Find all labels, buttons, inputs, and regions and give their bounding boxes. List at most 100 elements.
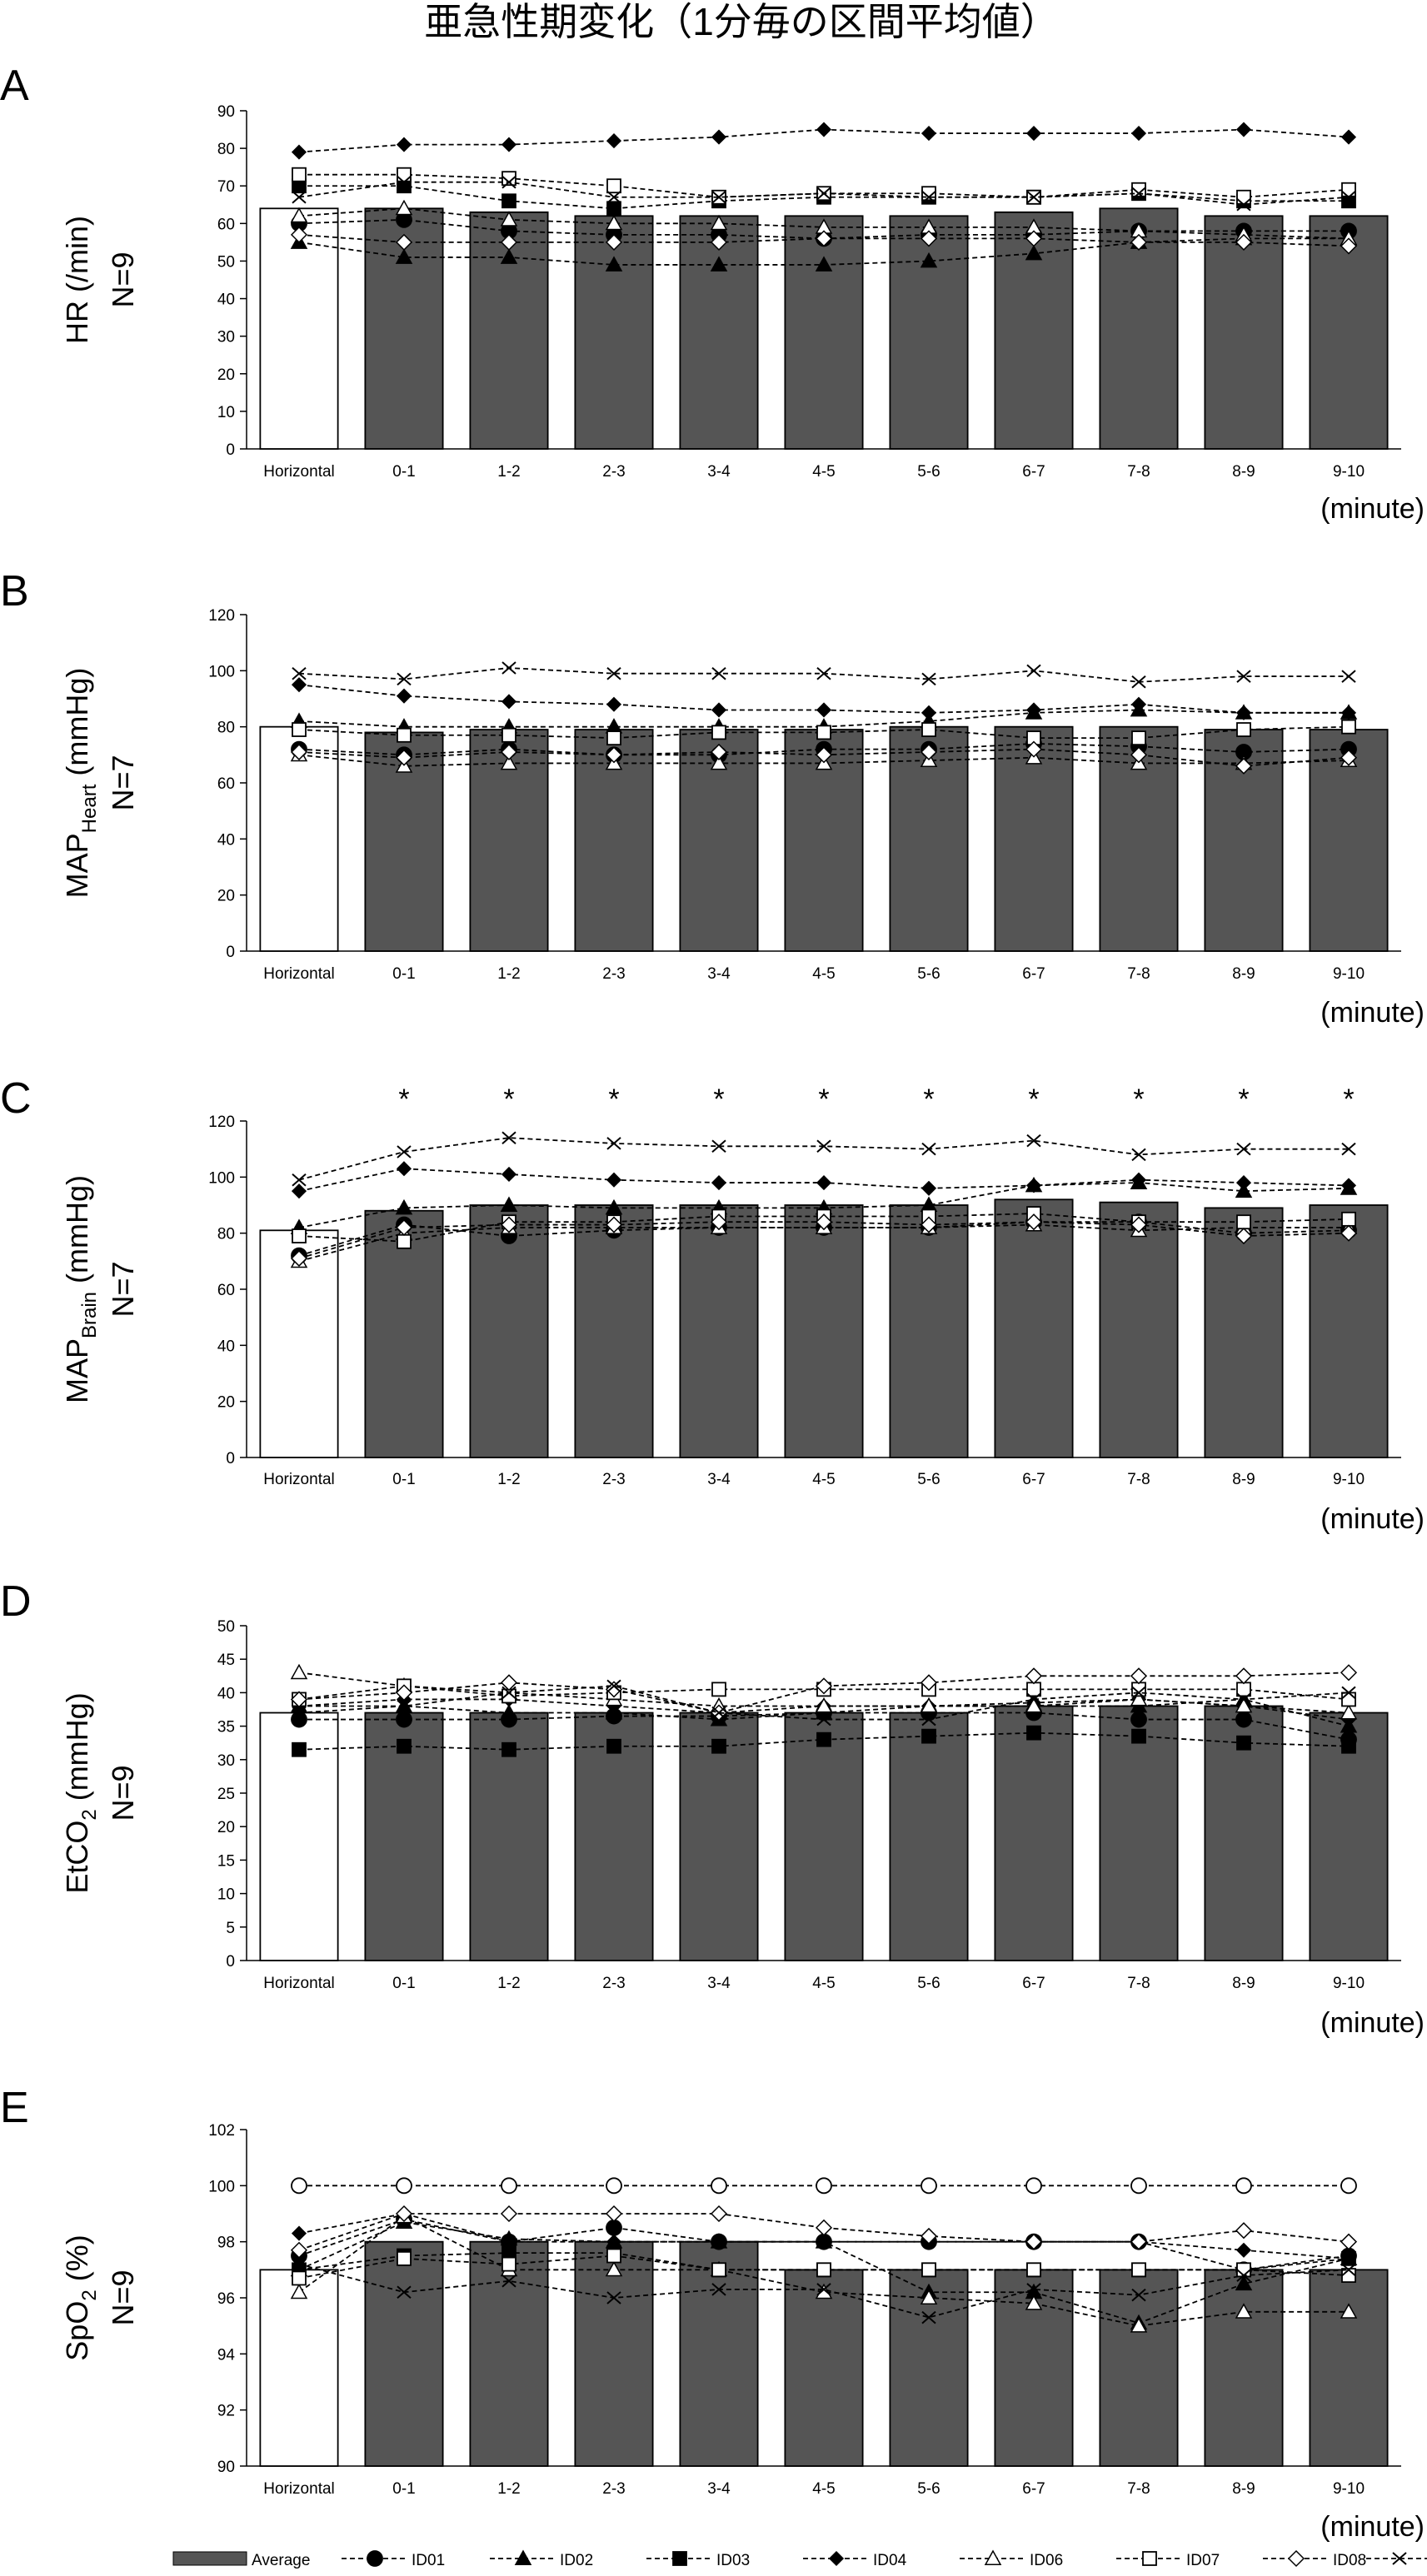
x-tick-label: 7-8 [1127,1975,1150,1992]
n-label: N=7 [106,1261,140,1317]
significance-star: * [713,1084,724,1115]
marker-id08 [710,1213,728,1231]
marker-id09 [1341,191,1356,204]
y-axis-title: MAPHeart (mmHg) [60,668,101,899]
marker-id09 [501,661,516,675]
marker-id09 [921,672,936,686]
panel-e: E 90 92 94 96 98 100 102 Horizontal 0-1 1-2 2-3 3-4 4… [0,2084,1425,2543]
y-tick-label: 94 [217,2346,236,2364]
marker-id06 [500,754,518,770]
marker-id07 [1142,2551,1157,2566]
marker-id04 [501,137,517,152]
marker-id04 [606,696,622,712]
marker-id06 [605,214,623,231]
panel-d: D 0 5 10 15 20 25 30 35 40 45 50 Horizontal 0-1 1-2 2-3… [0,1577,1425,2039]
marker-id09 [1131,2288,1146,2302]
marker-id04 [828,2550,845,2567]
bar-average [574,1204,654,1458]
marker-id08 [290,2241,308,2259]
marker-id100 [711,2177,727,2195]
marker-id08 [1235,1667,1253,1685]
marker-id08 [1340,1224,1358,1242]
y-tick-label: 98 [217,2235,235,2252]
bar-average [784,215,864,450]
marker-id09 [501,2275,516,2288]
marker-id04 [501,694,517,710]
marker-id07 [1341,1211,1356,1227]
marker-id07 [397,2250,412,2266]
marker-id09 [397,175,412,189]
series-id07 [292,719,1356,746]
marker-id08 [290,1691,308,1708]
bar-average [889,1204,969,1458]
marker-id04 [291,144,307,160]
marker-id04 [816,1175,832,1191]
marker-id04 [1130,126,1147,142]
marker-id03 [672,2551,687,2566]
bar-average [679,2240,759,2467]
marker-id04 [921,126,937,142]
marker-id09 [606,1137,621,1150]
significance-star: * [1028,1084,1039,1115]
marker-id07 [1236,722,1251,737]
series-id04 [291,677,1357,720]
bar-average [574,2240,654,2467]
marker-id09 [816,2283,831,2296]
significance-star: * [1343,1084,1354,1115]
marker-id07 [711,725,726,740]
marker-id08 [1025,2233,1043,2250]
y-tick-label: 20 [217,1819,235,1836]
marker-id06 [920,1697,938,1713]
marker-id04 [396,137,412,152]
marker-id07 [1131,182,1146,197]
significance-star: * [1133,1084,1144,1115]
marker-id06 [1130,1690,1148,1707]
bar-average [784,2269,864,2467]
y-tick-label: 90 [217,103,235,121]
legend-item-id07: ID07 [1116,2551,1220,2569]
marker-id08 [395,749,413,766]
y-tick-label: 35 [217,1719,235,1736]
marker-id09 [816,187,831,200]
marker-id09 [1026,1134,1041,1148]
legend-label: ID02 [560,2552,593,2569]
marker-id08 [395,1218,413,1236]
y-tick-label: 92 [217,2403,235,2420]
marker-id02 [500,1196,518,1212]
x-tick-label: 9-10 [1333,1471,1365,1488]
marker-id03 [1026,1725,1041,1741]
marker-id03 [1236,1735,1251,1751]
x-tick-label: 0-1 [392,1975,415,1992]
marker-id08 [815,746,833,764]
bar-average [1204,2269,1284,2467]
marker-id04 [1025,1178,1042,1193]
marker-id09 [606,1679,621,1693]
marker-id08 [1340,1664,1358,1682]
marker-id04 [606,1172,622,1188]
marker-id08 [1235,2222,1253,2240]
x-tick-label: 6-7 [1022,463,1045,481]
y-tick-label: 102 [208,2122,235,2140]
panel-letter: B [0,567,29,615]
panel-b: B 0 20 40 60 80 100 120 Horizontal 0-1 1-2 2-3 3-4 4-… [0,567,1425,1029]
marker-id02 [395,248,413,264]
marker-id02 [605,1198,623,1215]
marker-id09 [921,1142,936,1156]
marker-id02 [500,248,518,264]
bar-average [1309,1204,1389,1458]
n-label: N=9 [106,1765,140,1821]
marker-id09 [921,2310,936,2324]
marker-id09 [1341,1142,1356,1156]
y-tick-label: 45 [217,1652,235,1669]
marker-id07 [816,725,831,740]
marker-id07 [1341,719,1356,735]
x-tick-label: 5-6 [917,965,940,983]
marker-id04 [1235,705,1252,720]
legend-label: ID08 [1333,2552,1366,2569]
marker-id04 [1130,696,1147,712]
marker-id09 [1131,187,1146,200]
legend-item-id03: ID03 [646,2551,750,2569]
marker-id08 [710,743,728,761]
bar-average [889,215,969,450]
